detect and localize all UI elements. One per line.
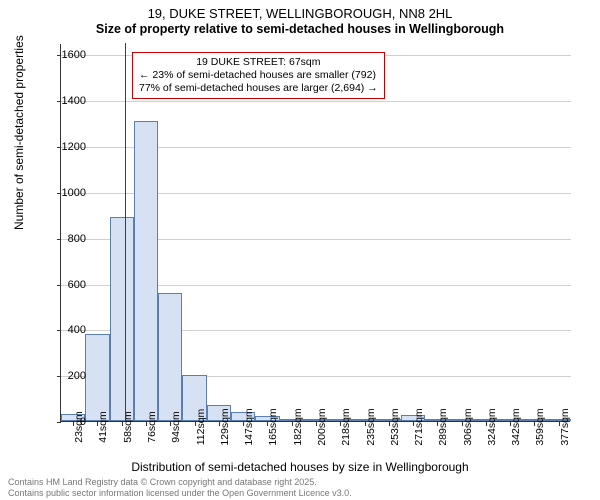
ytick-label: 400 (46, 324, 86, 336)
page-title-address: 19, DUKE STREET, WELLINGBOROUGH, NN8 2HL (0, 0, 600, 21)
page-title-description: Size of property relative to semi-detach… (0, 21, 600, 36)
ytick-label: 1400 (46, 95, 86, 107)
xtick-label: 253sqm (389, 408, 401, 445)
x-axis-label: Distribution of semi-detached houses by … (0, 460, 600, 474)
histogram-bar (134, 121, 158, 421)
xtick-label: 235sqm (365, 408, 377, 445)
histogram-bar (85, 334, 109, 421)
xtick-label: 342sqm (510, 408, 522, 445)
xtick-label: 147sqm (243, 408, 255, 445)
xtick-label: 289sqm (437, 408, 449, 445)
ytick-label: 600 (46, 279, 86, 291)
footer-line2: Contains public sector information licen… (8, 488, 352, 498)
histogram-bar (158, 293, 182, 421)
histogram-chart: 23sqm41sqm58sqm76sqm94sqm112sqm129sqm147… (60, 44, 570, 422)
annotation-smaller: ← 23% of semi-detached houses are smalle… (139, 69, 378, 82)
xtick-label: 377sqm (559, 408, 571, 445)
histogram-bar (110, 217, 134, 421)
footer-line1: Contains HM Land Registry data © Crown c… (8, 477, 352, 487)
xtick-label: 271sqm (413, 408, 425, 445)
ytick-label: 1600 (46, 49, 86, 61)
y-axis-label: Number of semi-detached properties (12, 35, 26, 230)
ytick-label: 200 (46, 370, 86, 382)
xtick-label: 76sqm (146, 411, 158, 443)
reference-line (125, 43, 127, 421)
xtick-label: 218sqm (340, 408, 352, 445)
xtick-label: 306sqm (462, 408, 474, 445)
xtick-label: 129sqm (219, 408, 231, 445)
xtick-label: 324sqm (486, 408, 498, 445)
xtick-label: 165sqm (267, 408, 279, 445)
xtick-label: 182sqm (292, 408, 304, 445)
xtick-label: 359sqm (534, 408, 546, 445)
xtick-label: 94sqm (170, 411, 182, 443)
annotation-larger: 77% of semi-detached houses are larger (… (139, 82, 378, 95)
footer-attribution: Contains HM Land Registry data © Crown c… (8, 477, 352, 498)
plot-area: 23sqm41sqm58sqm76sqm94sqm112sqm129sqm147… (60, 44, 570, 422)
ytick-label: 800 (46, 233, 86, 245)
xtick-label: 112sqm (195, 409, 207, 446)
xtick-label: 41sqm (97, 411, 109, 443)
annotation-title: 19 DUKE STREET: 67sqm (139, 56, 378, 69)
gridline (61, 101, 571, 102)
annotation-box: 19 DUKE STREET: 67sqm ← 23% of semi-deta… (132, 52, 385, 99)
xtick-label: 200sqm (316, 408, 328, 445)
ytick-label: 0 (46, 416, 86, 428)
ytick-label: 1000 (46, 187, 86, 199)
ytick-label: 1200 (46, 141, 86, 153)
xtick-label: 58sqm (122, 411, 134, 443)
